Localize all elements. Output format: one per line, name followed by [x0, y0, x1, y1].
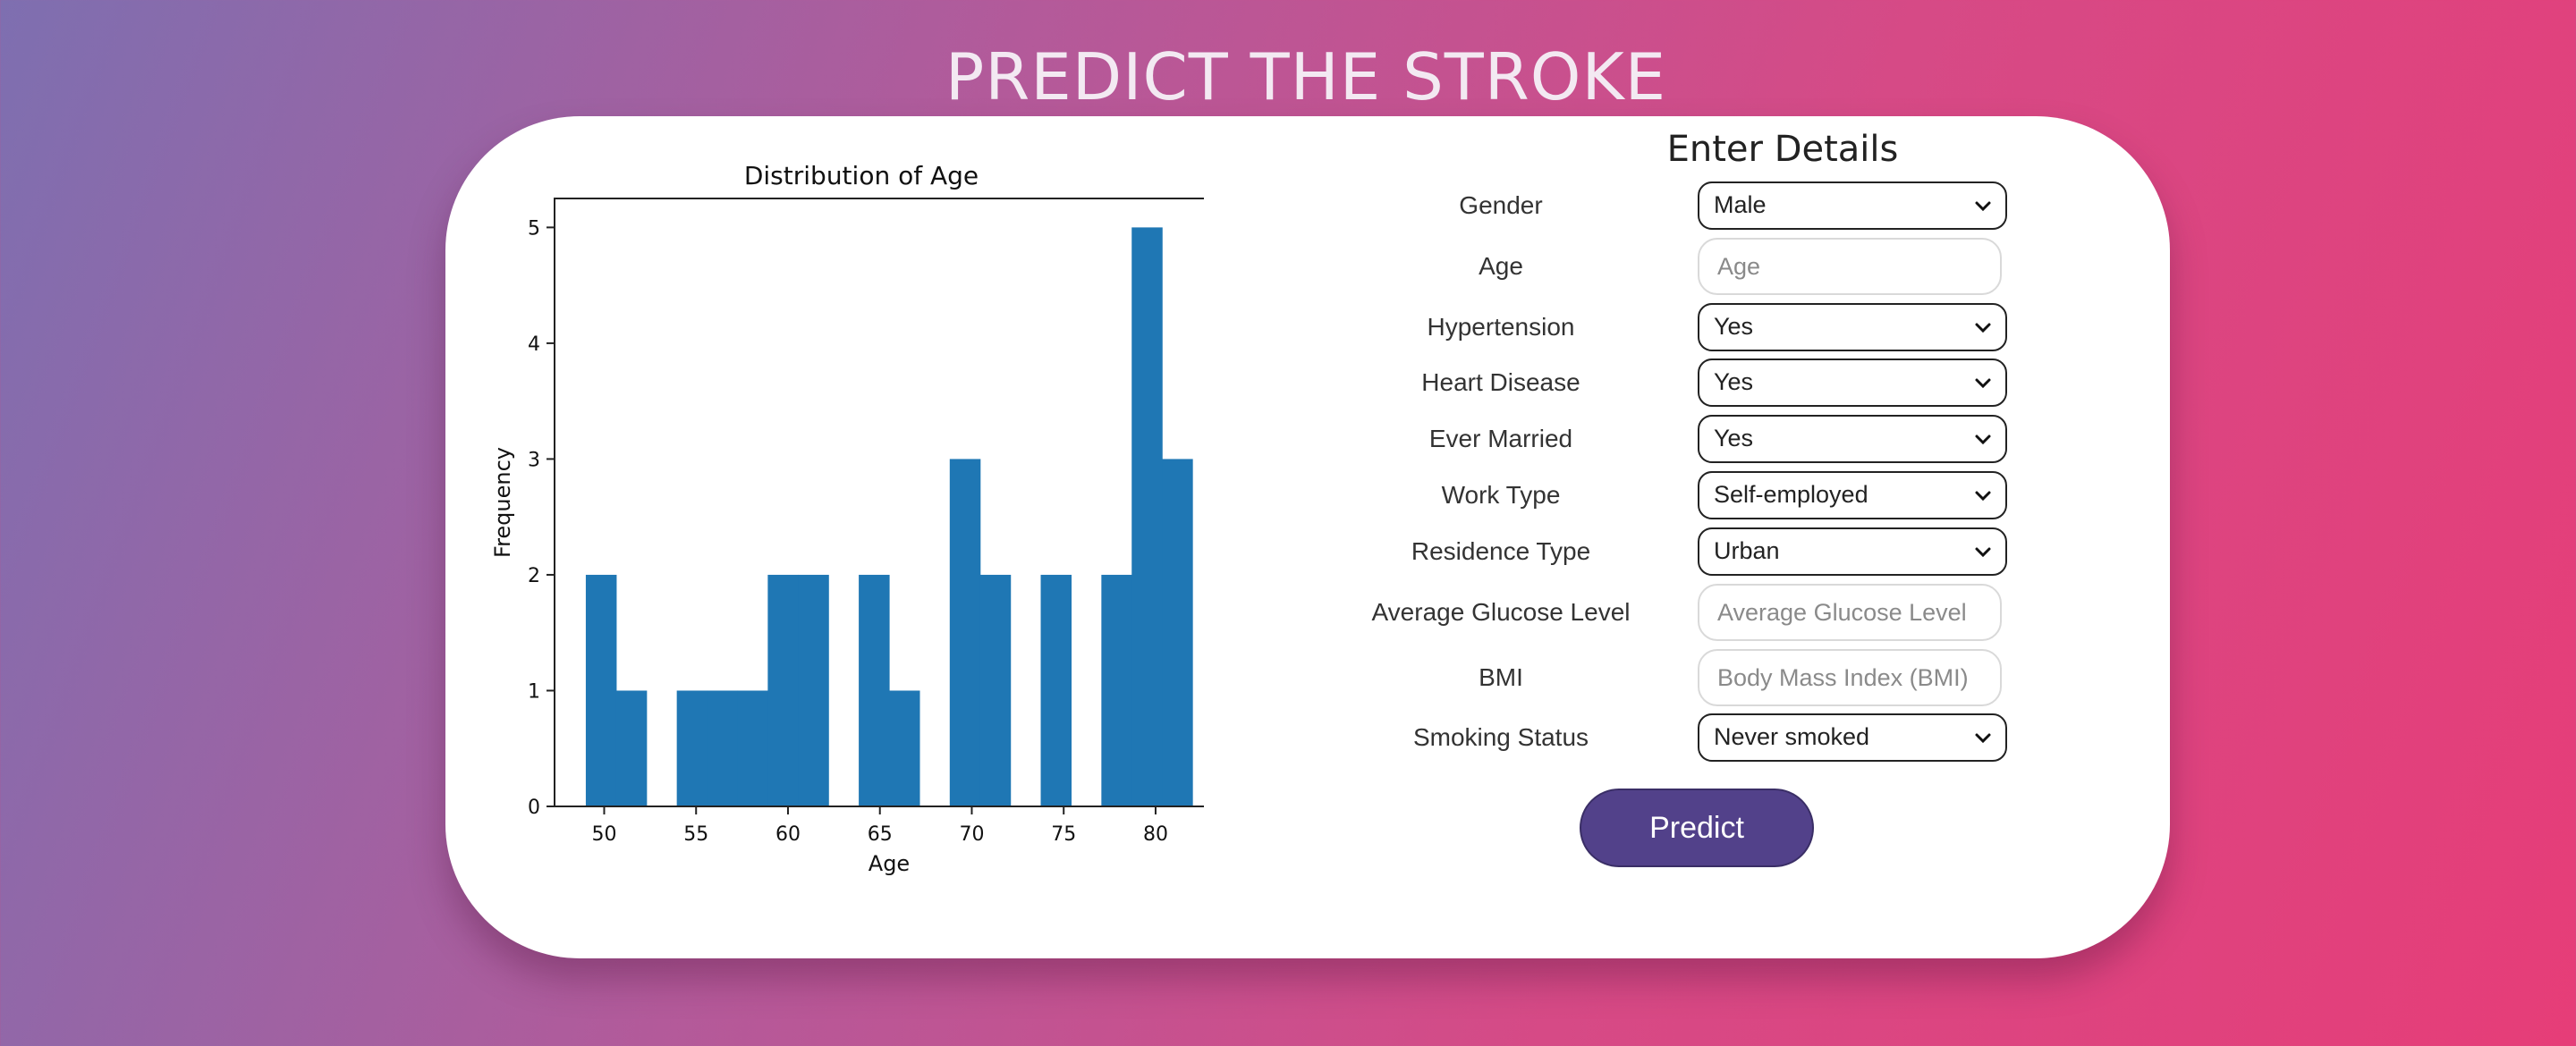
x-tick-label: 55 — [683, 823, 708, 846]
x-tick-label: 70 — [959, 823, 984, 846]
heart-select[interactable]: Yes — [1698, 359, 2007, 407]
main-card: Distribution of Age 50 55 60 65 70 75 80 0 1 2 3 4… — [445, 116, 2170, 958]
axes-frame — [554, 198, 1204, 807]
residence-selected-value: Urban — [1714, 537, 1780, 564]
histogram-bar — [585, 574, 617, 806]
work-label: Work Type — [1441, 481, 1561, 509]
form-row-residence: Residence Type Urban — [445, 525, 2170, 578]
form-row-married: Ever Married Yes — [445, 412, 2170, 466]
gender-select[interactable]: Male — [1698, 181, 2007, 230]
x-tick-label: 50 — [591, 823, 616, 846]
chevron-down-icon — [1975, 491, 1991, 502]
married-label: Ever Married — [1428, 425, 1573, 452]
hypertension-select[interactable]: Yes — [1698, 303, 2007, 351]
gender-label: Gender — [1459, 191, 1543, 219]
heart-label: Heart Disease — [1421, 368, 1580, 396]
form-row-heart: Heart Disease Yes — [445, 356, 2170, 409]
glucose-input[interactable] — [1698, 584, 2002, 641]
chevron-down-icon — [1975, 201, 1991, 212]
y-tick-label: 0 — [528, 797, 540, 819]
y-tick-label: 1 — [528, 680, 540, 703]
form-title: Enter Details — [1666, 129, 1899, 170]
glucose-label: Average Glucose Level — [1371, 598, 1631, 626]
histogram-bar — [859, 574, 890, 806]
bmi-input[interactable] — [1698, 649, 2002, 706]
y-tick-label: 5 — [528, 217, 540, 240]
histogram-bar — [615, 690, 648, 806]
hypertension-label: Hypertension — [1427, 313, 1575, 341]
age-histogram-chart: Distribution of Age 50 55 60 65 70 75 80 0 1 2 3 4… — [490, 161, 1204, 876]
x-tick-label: 75 — [1051, 823, 1076, 846]
histogram-bar — [979, 574, 1012, 806]
residence-select[interactable]: Urban — [1698, 527, 2007, 576]
chevron-down-icon — [1975, 378, 1991, 389]
form-row-gender: Gender Male — [445, 179, 2170, 232]
histogram-bar — [949, 459, 981, 806]
histogram-bar — [767, 574, 799, 806]
chart-title: Distribution of Age — [744, 161, 979, 190]
histogram-bar — [737, 690, 768, 806]
x-axis-label: Age — [869, 851, 910, 876]
y-tick-label: 3 — [528, 449, 540, 471]
histogram-bar — [676, 690, 708, 806]
histogram-bar — [1101, 574, 1132, 806]
y-tick-label: 2 — [528, 565, 540, 587]
chevron-down-icon — [1975, 323, 1991, 333]
page-title: PREDICT THE STROKE — [945, 39, 1667, 114]
histogram-bar — [1162, 459, 1193, 806]
predict-button[interactable]: Predict — [1580, 789, 1814, 867]
form-row-work: Work Type Self-employed — [445, 468, 2170, 522]
smoking-selected-value: Never smoked — [1714, 723, 1870, 750]
age-input[interactable] — [1698, 238, 2002, 295]
histogram-bar — [1131, 227, 1163, 806]
histogram-bar — [889, 690, 920, 806]
gender-selected-value: Male — [1714, 191, 1767, 218]
histogram-bar — [1040, 574, 1072, 806]
form-row-bmi: BMI — [445, 649, 2170, 706]
x-tick-label: 80 — [1143, 823, 1168, 846]
form-row-hypertension: Hypertension Yes — [445, 300, 2170, 354]
hypertension-selected-value: Yes — [1714, 313, 1754, 340]
married-select[interactable]: Yes — [1698, 415, 2007, 463]
age-label: Age — [1479, 252, 1523, 280]
chevron-down-icon — [1975, 733, 1991, 744]
x-tick-label: 65 — [868, 823, 893, 846]
histogram-bar — [707, 690, 739, 806]
married-selected-value: Yes — [1714, 425, 1754, 451]
work-selected-value: Self-employed — [1714, 481, 1868, 508]
form-row-age: Age — [445, 238, 2170, 295]
smoking-label: Smoking Status — [1412, 723, 1589, 751]
work-select[interactable]: Self-employed — [1698, 471, 2007, 519]
histogram-bar — [798, 574, 829, 806]
residence-label: Residence Type — [1411, 537, 1591, 565]
x-tick-label: 60 — [775, 823, 801, 846]
form-row-smoking: Smoking Status Never smoked — [445, 711, 2170, 764]
form-row-glucose: Average Glucose Level — [445, 584, 2170, 641]
chevron-down-icon — [1975, 434, 1991, 445]
y-tick-label: 4 — [528, 333, 540, 356]
chevron-down-icon — [1975, 547, 1991, 558]
smoking-select[interactable]: Never smoked — [1698, 713, 2007, 762]
heart-selected-value: Yes — [1714, 368, 1754, 395]
y-axis-label: Frequency — [490, 447, 515, 558]
bmi-label: BMI — [1479, 663, 1523, 691]
